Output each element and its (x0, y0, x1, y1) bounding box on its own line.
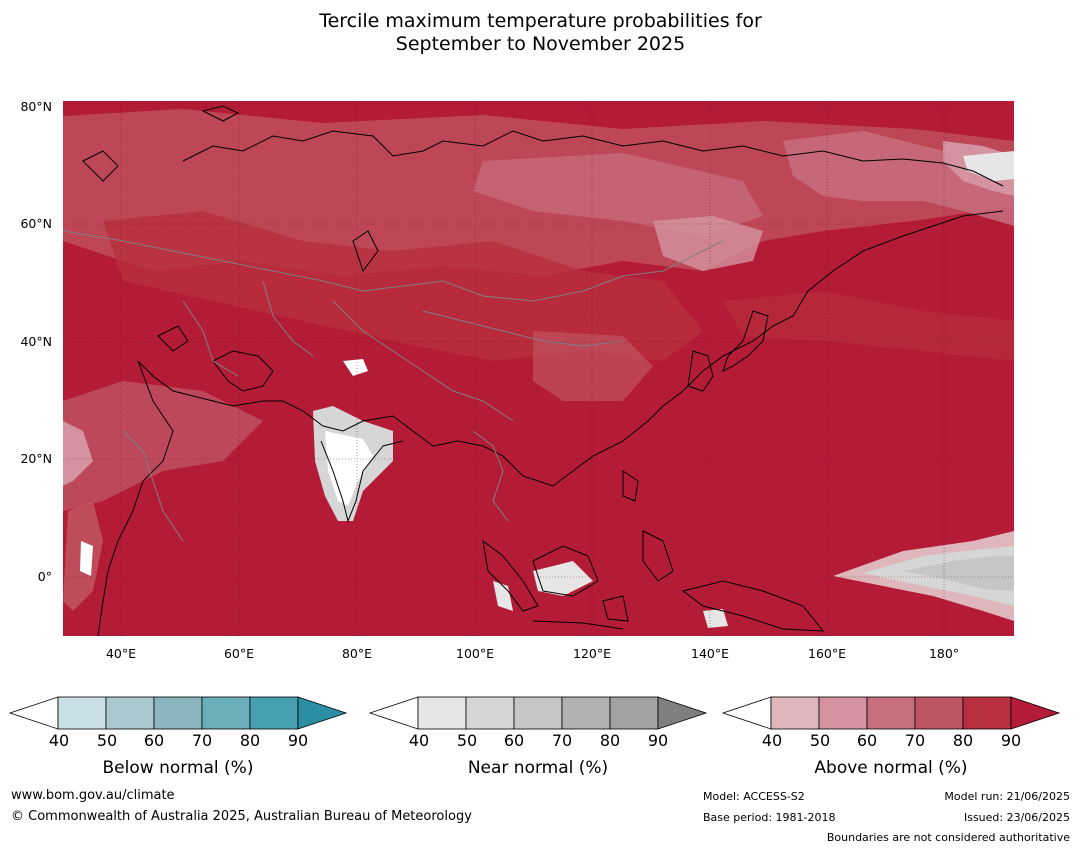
colorbar-segment (561, 696, 611, 730)
colorbar-upper-extension (297, 696, 348, 730)
tick-label: 90 (647, 731, 669, 750)
lon-label-40e: 40°E (105, 646, 137, 661)
model-text: Model: ACCESS-S2 (703, 790, 805, 803)
probability-shading (63, 109, 1014, 628)
colorbar-segment (770, 696, 820, 730)
colorbar-segment (609, 696, 659, 730)
tick-label: 40 (48, 731, 70, 750)
colorbar-segment (249, 696, 299, 730)
colorbar-segment (914, 696, 964, 730)
lon-label-80e: 80°E (341, 646, 373, 661)
lon-label-140e: 140°E (690, 646, 730, 661)
lon-label-100e: 100°E (455, 646, 495, 661)
colorbar-segment (417, 696, 467, 730)
lat-label-40n: 40°N (20, 334, 52, 349)
tick-label: 70 (904, 731, 926, 750)
tick-label: 50 (96, 731, 118, 750)
colorbar-above-normal (721, 696, 1061, 730)
website-link[interactable]: www.bom.gov.au/climate (11, 788, 175, 803)
colorbar-near-normal-swatches (368, 696, 708, 730)
colorbar-segment (818, 696, 868, 730)
base-period-text: Base period: 1981-2018 (703, 811, 836, 824)
colorbar-segment (866, 696, 916, 730)
lon-label-180: 180° (928, 646, 960, 661)
colorbar-segment (465, 696, 515, 730)
tick-label: 50 (809, 731, 831, 750)
tick-label: 40 (761, 731, 783, 750)
disclaimer-text: Boundaries are not considered authoritat… (826, 831, 1070, 844)
tick-label: 90 (287, 731, 309, 750)
lat-label-0: 0° (37, 569, 52, 584)
title-line-1: Tercile maximum temperature probabilitie… (319, 10, 762, 32)
colorbar-near-label: Near normal (%) (467, 758, 609, 778)
lon-label-120e: 120°E (572, 646, 612, 661)
tick-label: 60 (503, 731, 525, 750)
colorbar-below-label: Below normal (%) (102, 758, 254, 778)
tick-label: 40 (408, 731, 430, 750)
tick-label: 60 (856, 731, 878, 750)
colorbar-segment (105, 696, 155, 730)
model-run-text: Model run: 21/06/2025 (944, 790, 1070, 803)
tick-label: 70 (191, 731, 213, 750)
tick-label: 80 (599, 731, 621, 750)
lat-label-20n: 20°N (20, 451, 52, 466)
colorbar-lower-extension (368, 696, 419, 730)
lon-label-60e: 60°E (223, 646, 255, 661)
graticule (63, 101, 1014, 636)
colorbar-upper-extension (657, 696, 708, 730)
colorbar-below-normal (8, 696, 348, 730)
lat-label-80n: 80°N (20, 99, 52, 114)
probability-map (63, 101, 1014, 636)
tick-label: 90 (1000, 731, 1022, 750)
colorbar-segment (153, 696, 203, 730)
lat-label-60n: 60°N (20, 216, 52, 231)
colorbar-above-label: Above normal (%) (814, 758, 968, 778)
colorbar-lower-extension (721, 696, 772, 730)
map-canvas (63, 101, 1014, 636)
colorbar-upper-extension (1010, 696, 1061, 730)
colorbar-below-normal-swatches (8, 696, 348, 730)
tick-label: 50 (456, 731, 478, 750)
country-borders (63, 230, 724, 542)
colorbar-near-normal (368, 696, 708, 730)
colorbar-segment (201, 696, 251, 730)
lon-label-160e: 160°E (807, 646, 847, 661)
colorbar-segment (57, 696, 107, 730)
tick-label: 60 (143, 731, 165, 750)
colorbar-above-normal-swatches (721, 696, 1061, 730)
copyright-text: © Commonwealth of Australia 2025, Austra… (11, 809, 472, 824)
colorbar-segment (513, 696, 563, 730)
tick-label: 70 (551, 731, 573, 750)
title-line-2: September to November 2025 (395, 33, 686, 55)
colorbar-lower-extension (8, 696, 59, 730)
colorbar-segment (962, 696, 1012, 730)
map-title: Tercile maximum temperature probabilitie… (0, 10, 1081, 56)
tick-label: 80 (239, 731, 261, 750)
tick-label: 80 (952, 731, 974, 750)
issued-text: Issued: 23/06/2025 (963, 811, 1070, 824)
coastlines (82, 105, 1004, 636)
